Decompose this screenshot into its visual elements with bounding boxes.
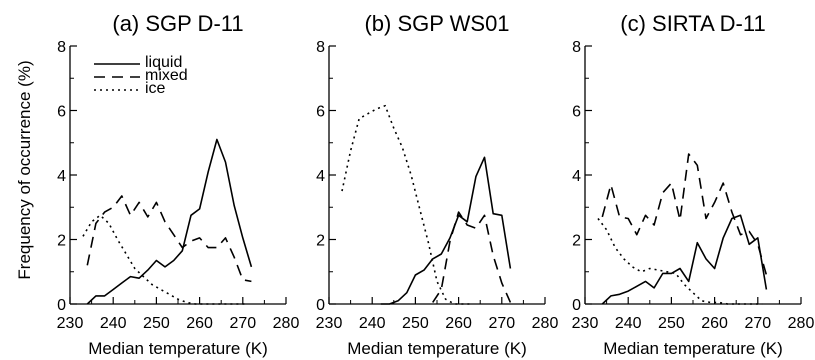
panel-title: (a) SGP D-11: [112, 11, 243, 36]
series-line-liquid: [601, 214, 768, 305]
x-tick-label: 230: [316, 315, 343, 332]
x-tick-label: 250: [143, 315, 170, 332]
panel-3: (c) SIRTA D-11 0 2 4 6 8 230 240 250 260 270 280 Med…: [572, 11, 815, 358]
y-tick-label: 0: [57, 297, 66, 314]
x-tick-label: 250: [658, 315, 685, 332]
x-tick-label: 240: [359, 315, 386, 332]
y-tick-label: 8: [57, 39, 66, 56]
x-tick-label: 260: [186, 315, 213, 332]
y-tick-label: 2: [57, 233, 66, 250]
y-tick-label: 8: [572, 39, 581, 56]
x-tick-label: 230: [572, 315, 599, 332]
x-tick-label: 270: [229, 315, 256, 332]
y-tick-label: 0: [572, 297, 581, 314]
x-tick-label: 270: [744, 315, 771, 332]
x-tick-label: 260: [445, 315, 472, 332]
panel-title: (b) SGP WS01: [364, 11, 509, 36]
y-tick-label: 2: [572, 233, 581, 250]
x-axis-label: Median temperature (K): [88, 339, 268, 358]
series-line-mixed: [601, 153, 768, 276]
y-tick-label: 2: [316, 233, 325, 250]
series-line-mixed: [432, 211, 512, 303]
x-tick-label: 280: [788, 315, 815, 332]
x-axis-label: Median temperature (K): [603, 339, 783, 358]
x-tick-label: 270: [488, 315, 515, 332]
y-tick-label: 8: [316, 39, 325, 56]
series-line-mixed: [86, 195, 252, 283]
x-tick-label: 280: [273, 315, 300, 332]
legend-label-liquid: liquid: [145, 54, 182, 71]
y-tick-label: 4: [57, 168, 66, 185]
x-tick-label: 240: [615, 315, 642, 332]
legend-label-ice: ice: [145, 80, 166, 97]
panel-title: (c) SIRTA D-11: [620, 11, 765, 36]
y-tick-label: 6: [572, 104, 581, 121]
y-tick-label: 6: [57, 104, 66, 121]
y-tick-label: 4: [572, 168, 581, 185]
panel-1: (a) SGP D-11 0 2 4 6 8 230 240 250 260 270 280 Media…: [57, 11, 300, 358]
x-tick-label: 280: [532, 315, 559, 332]
series-line-ice: [82, 214, 248, 305]
series-line-ice: [597, 218, 763, 305]
x-axis-label: Median temperature (K): [347, 339, 527, 358]
y-tick-label: 4: [316, 168, 325, 185]
series-line-liquid: [86, 138, 253, 305]
x-tick-label: 250: [402, 315, 429, 332]
x-tick-label: 230: [57, 315, 84, 332]
series-line-liquid: [380, 156, 512, 305]
series-line-ice: [341, 104, 472, 305]
y-tick-label: 0: [316, 297, 325, 314]
panel-2: (b) SGP WS01 0 2 4 6 8 230 240 250 260 270 280 Media…: [316, 11, 559, 358]
legend-label-mixed: mixed: [145, 67, 188, 84]
y-tick-label: 6: [316, 104, 325, 121]
y-axis-label: Frequency of occurrence (%): [15, 60, 34, 279]
x-tick-label: 240: [100, 315, 127, 332]
x-tick-label: 260: [701, 315, 728, 332]
